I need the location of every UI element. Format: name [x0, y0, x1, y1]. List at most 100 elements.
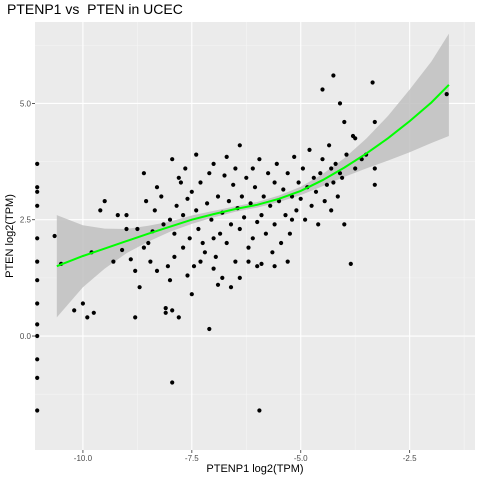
- data-point: [98, 208, 103, 213]
- data-point: [174, 203, 179, 208]
- data-point: [181, 245, 186, 250]
- data-point: [91, 310, 96, 315]
- data-point: [191, 264, 197, 269]
- data-point: [307, 147, 312, 152]
- data-point: [257, 408, 262, 413]
- data-point: [198, 259, 203, 264]
- data-point: [172, 254, 177, 259]
- data-point: [370, 80, 375, 85]
- data-point: [344, 152, 349, 157]
- data-point: [205, 201, 210, 206]
- data-point: [194, 208, 199, 213]
- data-point: [272, 264, 277, 269]
- data-point: [252, 185, 258, 190]
- data-point: [226, 199, 231, 204]
- data-point: [181, 213, 186, 218]
- data-point: [35, 408, 40, 413]
- data-point: [309, 203, 314, 208]
- data-point: [311, 175, 316, 180]
- data-point: [231, 182, 236, 187]
- data-point: [303, 217, 308, 222]
- data-point: [224, 154, 229, 159]
- data-point: [246, 259, 251, 264]
- data-point: [144, 199, 149, 204]
- x-tick-label: -10.0: [74, 454, 93, 463]
- data-point: [202, 250, 207, 255]
- data-point: [237, 226, 242, 232]
- data-point: [170, 157, 175, 162]
- data-point: [163, 306, 168, 311]
- data-point: [165, 264, 170, 269]
- data-point: [35, 333, 40, 339]
- data-point: [52, 233, 57, 239]
- data-point: [233, 259, 238, 264]
- data-point: [268, 203, 273, 208]
- data-point: [320, 87, 325, 92]
- data-point: [161, 222, 166, 227]
- data-point: [237, 143, 242, 148]
- data-point: [189, 292, 194, 297]
- data-point: [124, 226, 129, 232]
- data-point: [111, 259, 116, 264]
- data-point: [176, 315, 181, 320]
- data-point: [159, 194, 164, 199]
- data-point: [318, 171, 323, 176]
- data-point: [255, 264, 260, 269]
- data-point: [372, 119, 377, 125]
- data-point: [259, 213, 264, 218]
- data-point: [211, 236, 216, 241]
- data-point: [246, 245, 251, 250]
- y-tick-label: 5.0: [20, 99, 32, 108]
- y-axis-ticks: 0.0 2.5 5.0: [20, 99, 35, 341]
- data-point: [250, 166, 255, 171]
- data-point: [35, 203, 40, 208]
- x-tick-label: -7.5: [185, 454, 199, 463]
- data-point: [244, 175, 249, 180]
- data-point: [194, 152, 199, 157]
- data-point: [266, 171, 271, 176]
- data-points: [35, 73, 449, 413]
- data-point: [224, 240, 229, 246]
- data-point: [329, 166, 334, 171]
- data-point: [372, 182, 377, 187]
- data-point: [189, 189, 194, 194]
- data-point: [270, 250, 275, 255]
- data-point: [215, 282, 221, 287]
- data-point: [222, 173, 227, 178]
- data-point: [329, 208, 334, 213]
- data-point: [337, 101, 343, 106]
- data-point: [285, 259, 290, 264]
- data-point: [163, 310, 168, 315]
- data-point: [35, 301, 40, 306]
- data-point: [146, 240, 151, 246]
- data-point: [137, 285, 142, 290]
- data-point: [322, 199, 327, 204]
- data-point: [128, 257, 133, 262]
- data-point: [176, 175, 181, 180]
- data-point: [35, 161, 40, 166]
- data-point: [115, 213, 120, 218]
- data-point: [272, 180, 277, 185]
- x-tick-label: -5.0: [294, 454, 308, 463]
- data-point: [340, 175, 345, 180]
- data-point: [133, 268, 138, 273]
- data-point: [211, 266, 216, 271]
- data-point: [333, 161, 338, 166]
- data-point: [331, 180, 336, 185]
- data-point: [154, 185, 160, 190]
- y-tick-label: 2.5: [20, 216, 32, 225]
- data-point: [320, 157, 325, 162]
- data-point: [35, 259, 40, 264]
- data-point: [342, 119, 347, 125]
- data-point: [296, 180, 301, 185]
- data-point: [152, 208, 157, 213]
- data-point: [207, 171, 212, 176]
- data-point: [135, 226, 140, 232]
- data-point: [348, 261, 353, 266]
- data-point: [213, 254, 218, 259]
- data-point: [220, 275, 225, 280]
- data-point: [141, 171, 146, 176]
- data-point: [300, 166, 305, 171]
- data-point: [124, 213, 129, 218]
